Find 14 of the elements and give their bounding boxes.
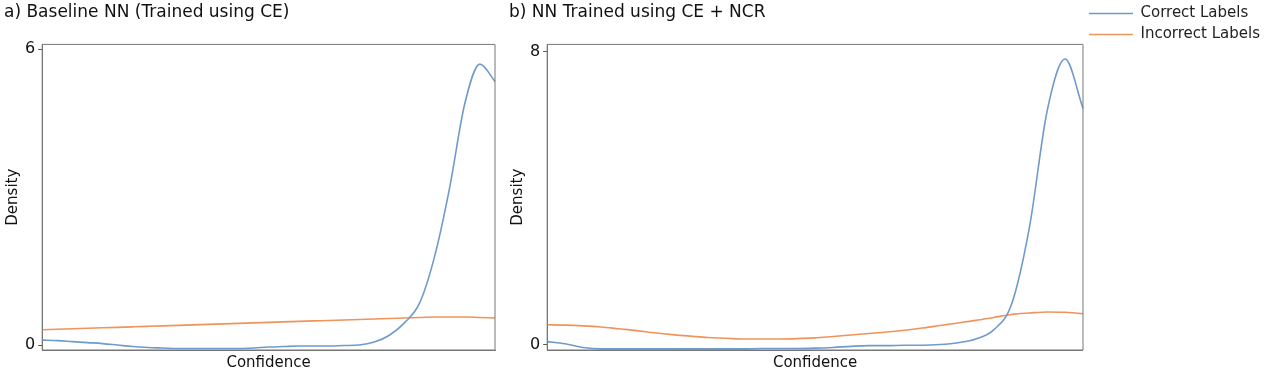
y-tick-label: 6 [24,38,36,58]
x-axis-title: Confidence [772,352,858,371]
chart-title: a) Baseline NN (Trained using CE) [4,0,290,21]
y-tick-label: 0 [24,334,36,354]
line-series [546,311,1084,340]
y-tick-label: 0 [529,333,541,353]
legend-label: Correct Labels [1140,3,1249,22]
chart-title: b) NN Trained using CE + NCR [509,0,766,21]
y-tick-label: 8 [529,40,541,60]
legend-label: Incorrect Labels [1140,24,1261,43]
x-axis-title: Confidence [226,352,311,371]
line-series [41,316,496,331]
y-axis-title: Density [2,168,21,226]
y-axis-title: Density [507,168,526,226]
